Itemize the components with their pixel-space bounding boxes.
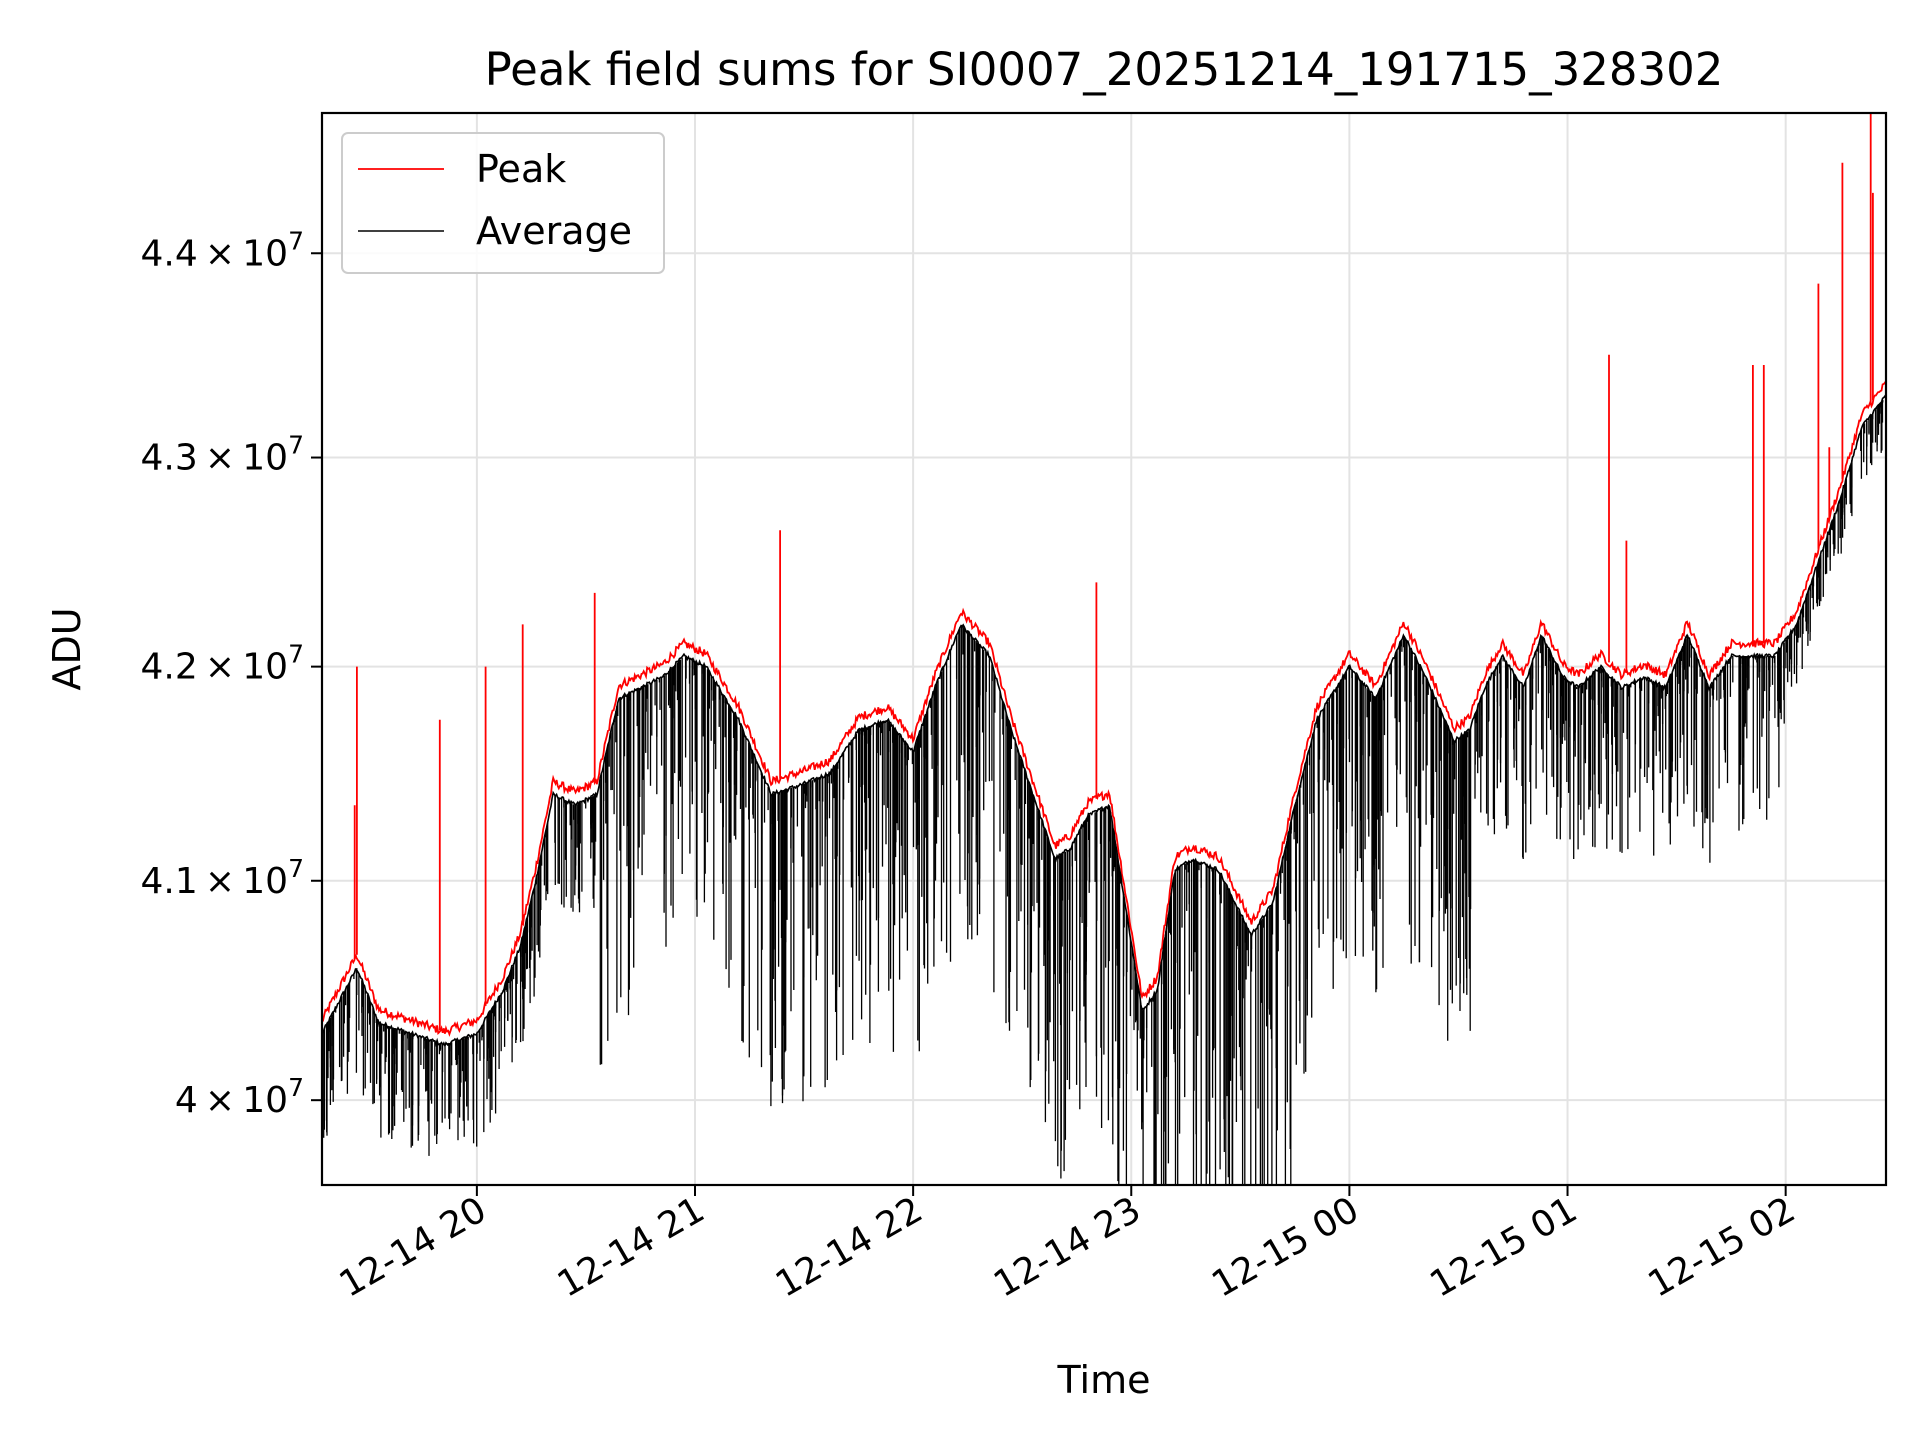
x-axis-label: Time: [1057, 1358, 1151, 1402]
y-tick-label: 4.1 × 107: [140, 854, 304, 902]
x-axis-ticks: 12-14 20 12-14 21 12-14 22 12-14 23 12-15 00…: [333, 1185, 1802, 1306]
y-tick-label: 4.3 × 107: [140, 431, 304, 479]
y-tick-label: 4 × 107: [175, 1073, 304, 1121]
legend-average-label: Average: [476, 209, 632, 253]
x-tick-label: 12-15 00: [1205, 1189, 1366, 1305]
x-tick-label: 12-14 21: [551, 1189, 712, 1305]
legend-peak-label: Peak: [476, 147, 566, 191]
chart-title: Peak field sums for SI0007_20251214_1917…: [485, 43, 1724, 96]
y-tick-label: 4.4 × 107: [140, 226, 304, 274]
plot-area: [322, 113, 1886, 1185]
x-tick-label: 12-15 02: [1641, 1189, 1802, 1305]
x-tick-label: 12-14 22: [769, 1189, 930, 1305]
x-tick-label: 12-14 23: [987, 1189, 1148, 1305]
peak-spikes: [322, 113, 1874, 1031]
legend: Peak Average: [341, 132, 665, 274]
average-dips: [323, 396, 1886, 1185]
y-axis-label: ADU: [45, 607, 89, 690]
average-series-line: [322, 394, 1886, 1048]
axes-frame: [320, 111, 1888, 1187]
x-tick-label: 12-15 01: [1423, 1189, 1584, 1305]
x-tick-label: 12-14 20: [333, 1189, 494, 1305]
peak-series-line: [322, 380, 1886, 1037]
y-axis-ticks: 4 × 107 4.1 × 107 4.2 × 107 4.3 × 107 4.4 × …: [140, 226, 322, 1121]
y-tick-label: 4.2 × 107: [140, 640, 304, 688]
legend-box: [341, 132, 665, 274]
